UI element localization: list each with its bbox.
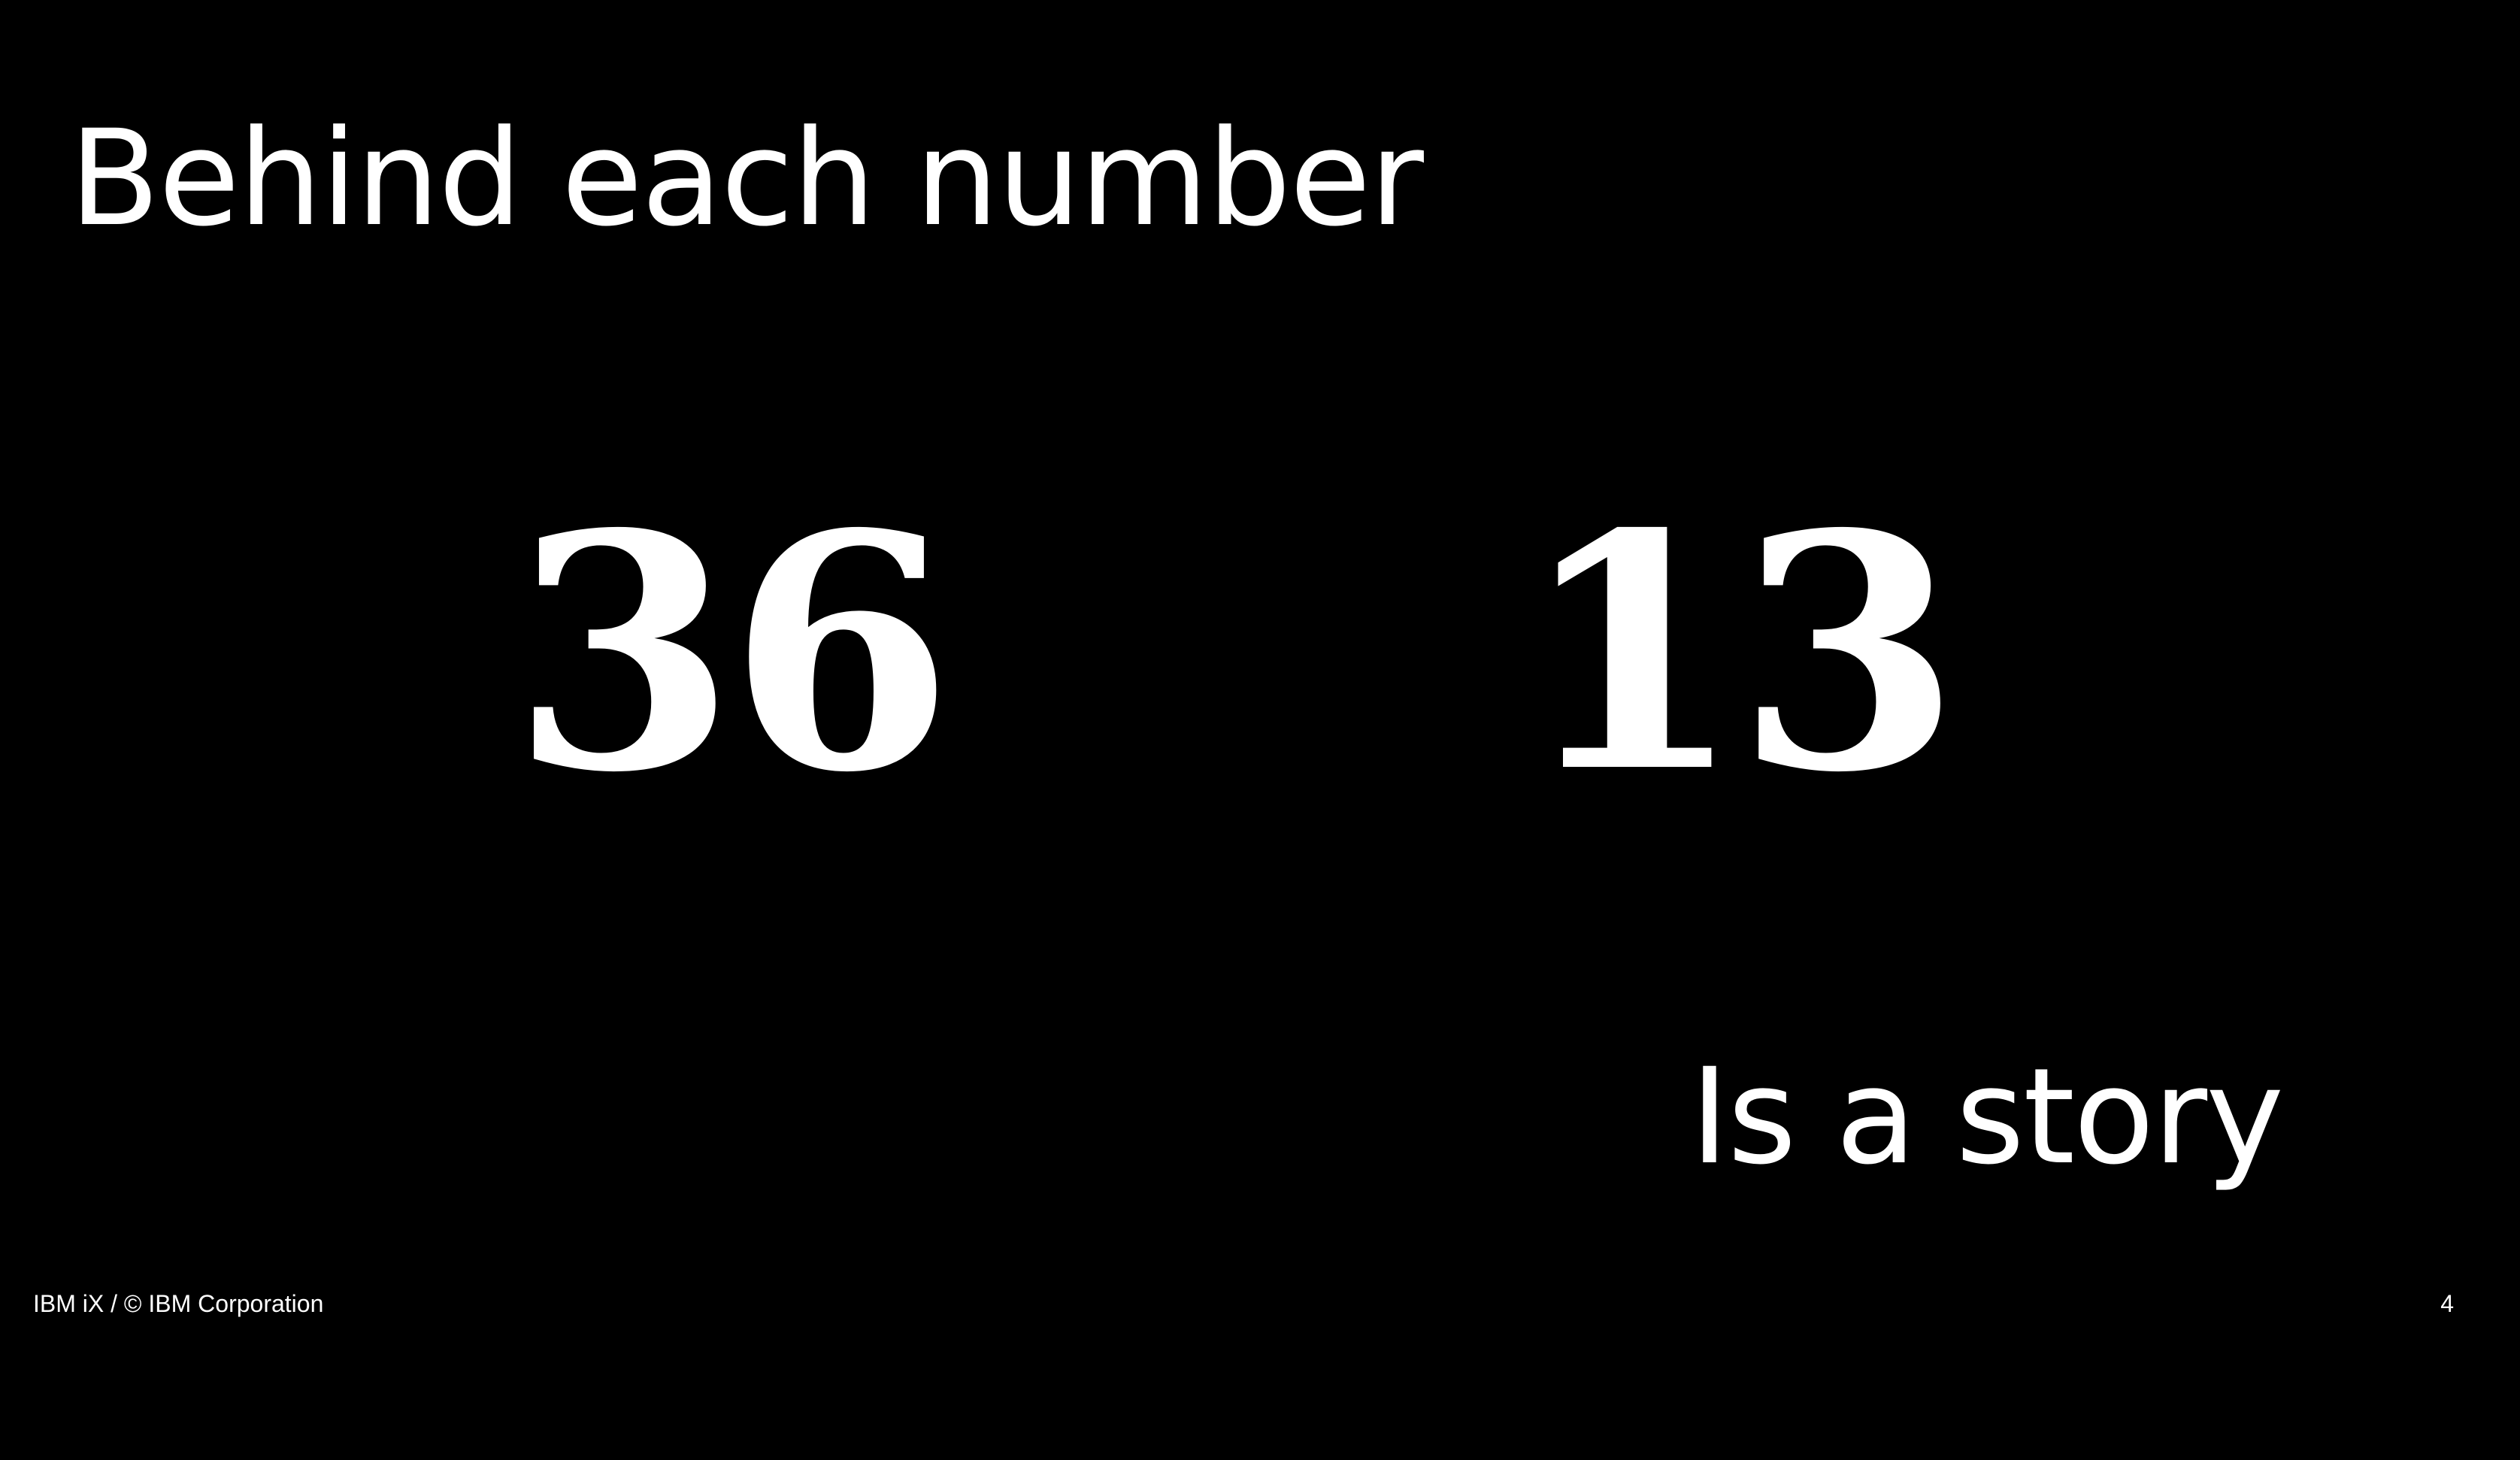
- slide-subtitle: Is a story: [1690, 1040, 2284, 1194]
- stat-value-right: 13: [1519, 464, 1961, 844]
- page-number: 4: [2440, 1290, 2454, 1317]
- slide-title: Behind each number: [69, 101, 1424, 256]
- stat-value-left: 36: [511, 464, 953, 844]
- slide-footer: IBM iX / © IBM Corporation: [33, 1290, 324, 1317]
